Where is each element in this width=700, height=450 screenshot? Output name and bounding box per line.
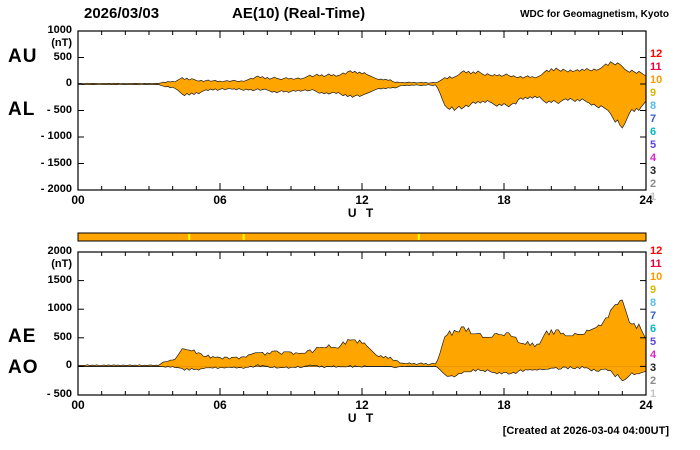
station-count-4: 4 bbox=[650, 349, 657, 361]
x-tick-label: 00 bbox=[71, 398, 85, 412]
series-trace-ae bbox=[78, 299, 647, 367]
x-tick-label: 12 bbox=[355, 193, 369, 207]
station-count-11: 11 bbox=[650, 61, 662, 73]
index-label-al: AL bbox=[8, 98, 36, 120]
y-axis-unit: (nT) bbox=[51, 258, 72, 270]
station-count-7: 7 bbox=[650, 310, 657, 322]
x-tick-label: 12 bbox=[355, 398, 369, 412]
station-count-10: 10 bbox=[650, 74, 663, 86]
x-axis-label-ut: U T bbox=[347, 206, 377, 220]
series-trace-ao bbox=[77, 364, 647, 382]
index-label-au: AU bbox=[8, 45, 38, 67]
coverage-mark bbox=[188, 234, 191, 240]
x-tick-label: 06 bbox=[213, 398, 227, 412]
y-tick-label: - 2000 bbox=[40, 183, 72, 195]
station-count-7: 7 bbox=[650, 113, 657, 125]
series-fill-ae bbox=[78, 300, 646, 367]
station-count-9: 9 bbox=[650, 284, 657, 296]
series-fill-au bbox=[78, 61, 646, 84]
x-axis-label-ut: U T bbox=[347, 411, 377, 425]
y-tick-label: 1000 bbox=[47, 24, 72, 36]
station-count-3: 3 bbox=[650, 165, 657, 177]
station-coverage-bar bbox=[77, 232, 647, 242]
station-count-2: 2 bbox=[650, 178, 657, 190]
station-count-11: 11 bbox=[650, 258, 662, 270]
y-tick-label: 500 bbox=[53, 50, 72, 63]
coverage-mark bbox=[242, 234, 245, 240]
x-tick-label: 24 bbox=[639, 193, 653, 207]
station-count-12: 12 bbox=[650, 48, 663, 60]
x-tick-label: 18 bbox=[497, 193, 511, 207]
source-label: WDC for Geomagnetism, Kyoto bbox=[520, 9, 669, 20]
station-count-2: 2 bbox=[650, 375, 657, 387]
bottom-plot-box bbox=[77, 251, 647, 396]
station-count-5: 5 bbox=[650, 336, 657, 348]
station-count-6: 6 bbox=[650, 126, 657, 138]
page-title: AE(10) (Real-Time) bbox=[232, 5, 366, 22]
station-count-4: 4 bbox=[650, 152, 657, 164]
station-count-5: 5 bbox=[650, 139, 657, 151]
series-trace-au bbox=[77, 61, 647, 85]
y-tick-label: - 500 bbox=[46, 388, 72, 400]
x-tick-label: 24 bbox=[639, 398, 653, 412]
station-count-10: 10 bbox=[650, 271, 663, 283]
y-tick-label: 0 bbox=[65, 359, 72, 372]
x-tick-label: 06 bbox=[213, 193, 227, 207]
x-tick-label: 18 bbox=[497, 398, 511, 412]
station-count-1: 1 bbox=[650, 388, 657, 400]
series-trace-al bbox=[77, 83, 647, 129]
top-plot-box bbox=[77, 30, 647, 191]
y-tick-label: - 1000 bbox=[40, 130, 72, 142]
station-count-3: 3 bbox=[650, 362, 657, 374]
station-count-8: 8 bbox=[650, 297, 657, 309]
index-label-ao: AO bbox=[8, 357, 39, 379]
plot-date: 2026/03/03 bbox=[84, 5, 160, 22]
x-tick-label: 00 bbox=[71, 193, 85, 207]
station-count-6: 6 bbox=[650, 323, 657, 335]
index-label-ae: AE bbox=[8, 325, 37, 347]
y-tick-label: 1000 bbox=[47, 302, 72, 315]
y-tick-label: - 500 bbox=[46, 103, 72, 116]
y-tick-label: 1500 bbox=[47, 273, 72, 286]
station-count-8: 8 bbox=[650, 100, 657, 112]
y-tick-label: - 1500 bbox=[40, 156, 72, 169]
coverage-mark bbox=[417, 234, 420, 240]
series-fill-al bbox=[78, 84, 646, 128]
station-count-9: 9 bbox=[650, 87, 657, 99]
station-count-1: 1 bbox=[650, 191, 657, 203]
y-tick-label: 0 bbox=[65, 77, 72, 89]
station-count-12: 12 bbox=[650, 245, 663, 257]
series-fill-ao bbox=[78, 364, 646, 381]
y-tick-label: 500 bbox=[53, 330, 72, 343]
y-axis-unit: (nT) bbox=[51, 37, 72, 49]
y-tick-label: 2000 bbox=[47, 245, 72, 257]
created-label: [Created at 2026-03-04 04:00UT] bbox=[502, 425, 669, 437]
